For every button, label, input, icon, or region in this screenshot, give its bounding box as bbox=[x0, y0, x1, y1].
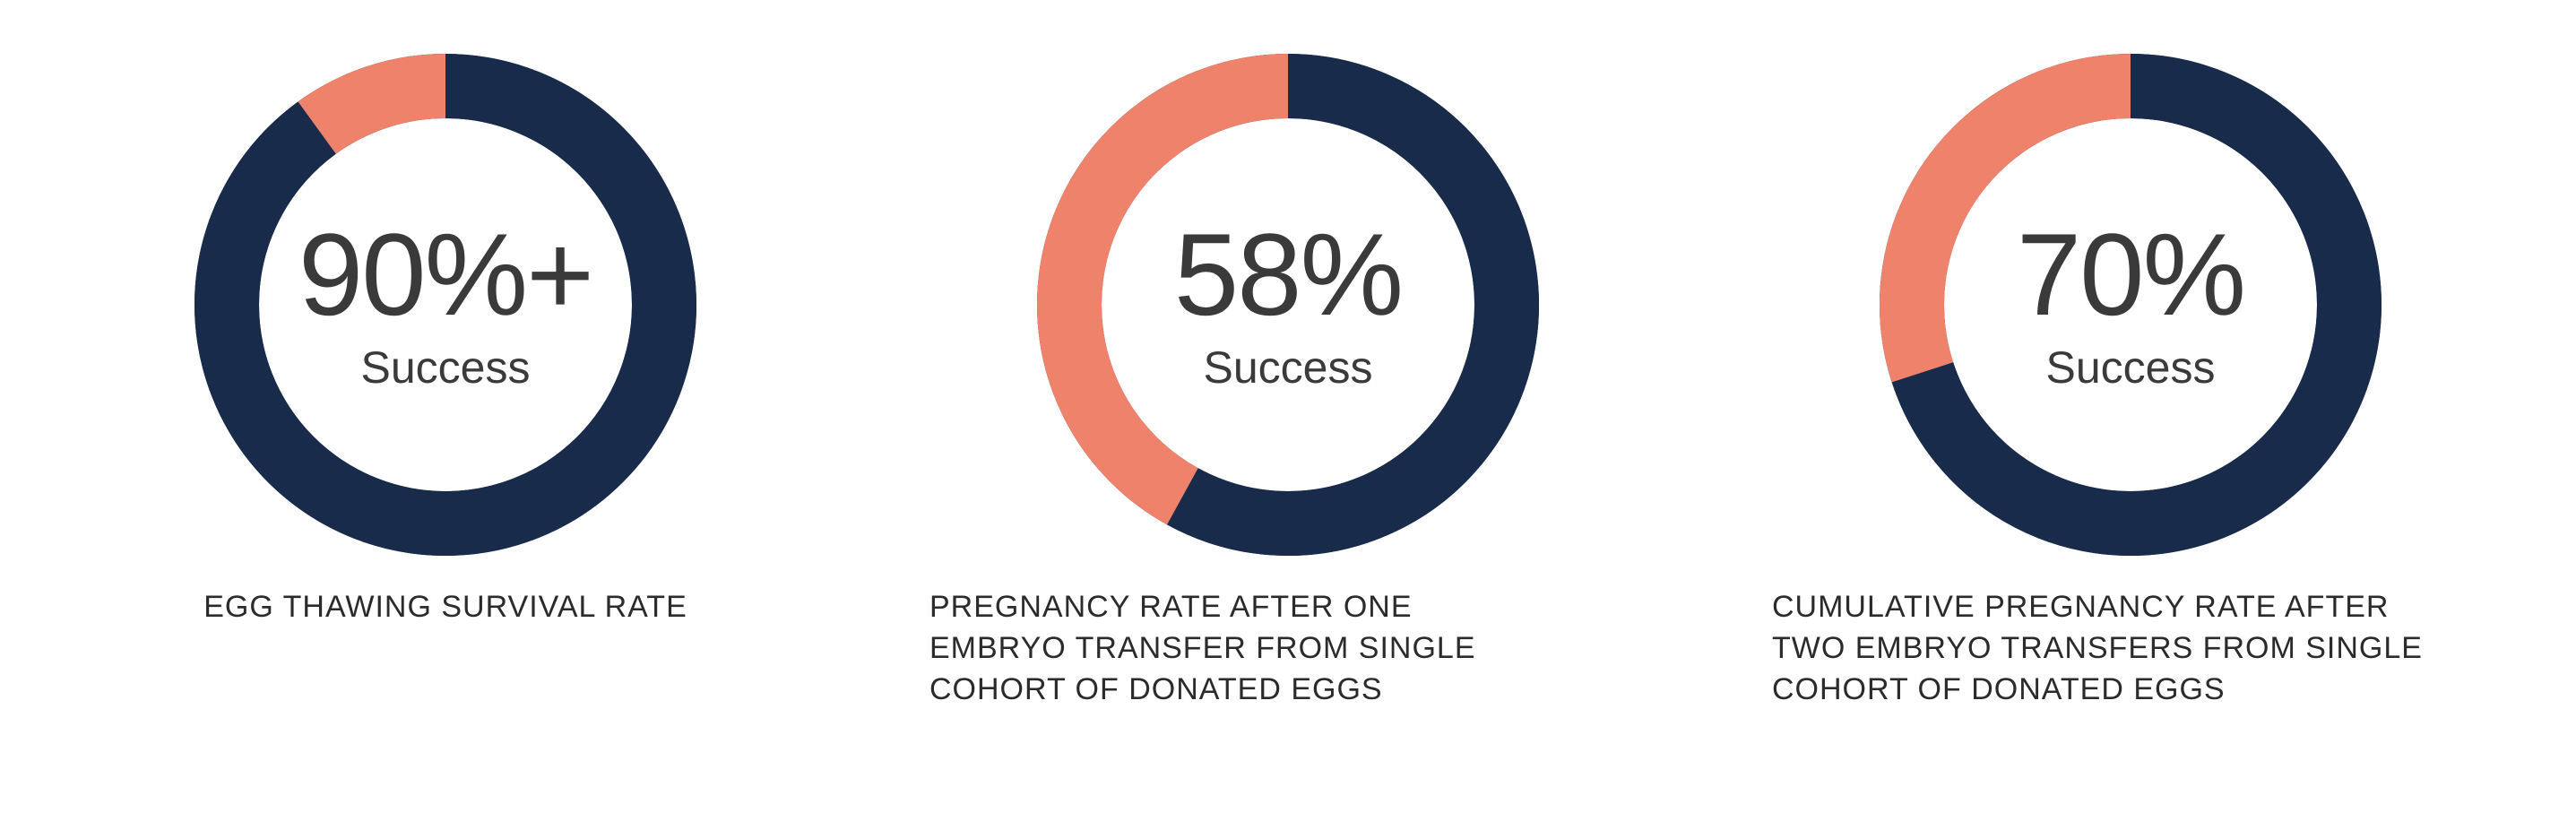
stat-card: 70% Success CUMULATIVE PREGNANCY RATE AF… bbox=[1772, 54, 2489, 711]
stat-caption: EGG THAWING SURVIVAL RATE bbox=[87, 587, 804, 628]
stat-caption: CUMULATIVE PREGNANCY RATE AFTER TWO EMBR… bbox=[1772, 587, 2489, 711]
donut-svg-2 bbox=[1880, 54, 2382, 556]
stat-caption: PREGNANCY RATE AFTER ONE EMBRYO TRANSFER… bbox=[929, 587, 1647, 711]
donut-chart: 58% Success bbox=[1037, 54, 1539, 556]
donut-chart: 90%+ Success bbox=[194, 54, 696, 556]
donut-chart: 70% Success bbox=[1880, 54, 2382, 556]
donut-svg-0 bbox=[194, 54, 696, 556]
donut-svg-1 bbox=[1037, 54, 1539, 556]
stats-row: 90%+ Success EGG THAWING SURVIVAL RATE 5… bbox=[0, 0, 2576, 711]
stat-card: 58% Success PREGNANCY RATE AFTER ONE EMB… bbox=[929, 54, 1647, 711]
stat-card: 90%+ Success EGG THAWING SURVIVAL RATE bbox=[87, 54, 804, 628]
